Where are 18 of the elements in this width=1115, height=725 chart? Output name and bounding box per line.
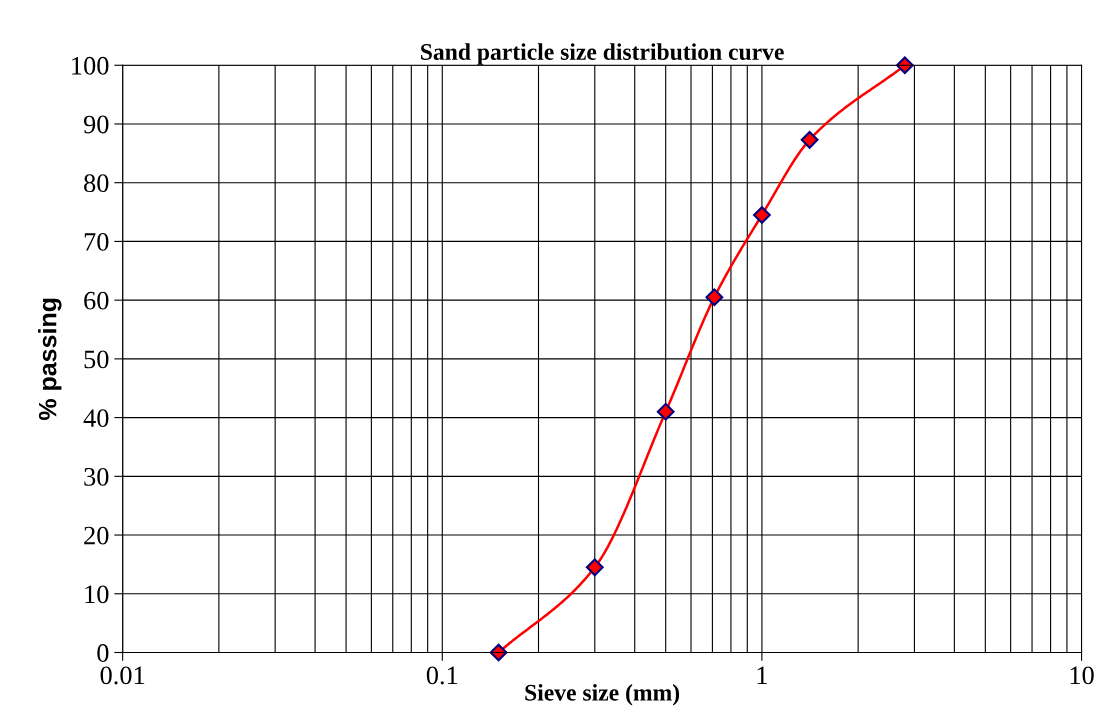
y-tick-label: 80 bbox=[84, 174, 109, 193]
y-axis-title: % passing bbox=[38, 298, 62, 421]
y-tick-label: 90 bbox=[83, 115, 109, 134]
y-tick-label: 50 bbox=[84, 350, 109, 369]
y-tick-label: 100 bbox=[72, 56, 109, 75]
y-tick-label: 40 bbox=[83, 409, 109, 428]
y-tick-label: 70 bbox=[84, 233, 109, 251]
y-tick-label: 0 bbox=[97, 644, 109, 662]
y-tick-label: 10 bbox=[85, 585, 109, 604]
y-tick-label: 20 bbox=[84, 526, 109, 545]
chart-title: Sand particle size distribution curve bbox=[421, 43, 784, 65]
x-axis-title: Sieve size (mm) bbox=[525, 684, 680, 706]
x-tick-label: 1 bbox=[757, 666, 767, 685]
x-tick-label: 10 bbox=[1070, 666, 1094, 685]
x-tick-label: 0.1 bbox=[426, 666, 458, 685]
x-tick-label: 0.01 bbox=[100, 666, 145, 685]
y-tick-label: 30 bbox=[84, 467, 109, 486]
y-tick-label: 60 bbox=[84, 291, 109, 310]
